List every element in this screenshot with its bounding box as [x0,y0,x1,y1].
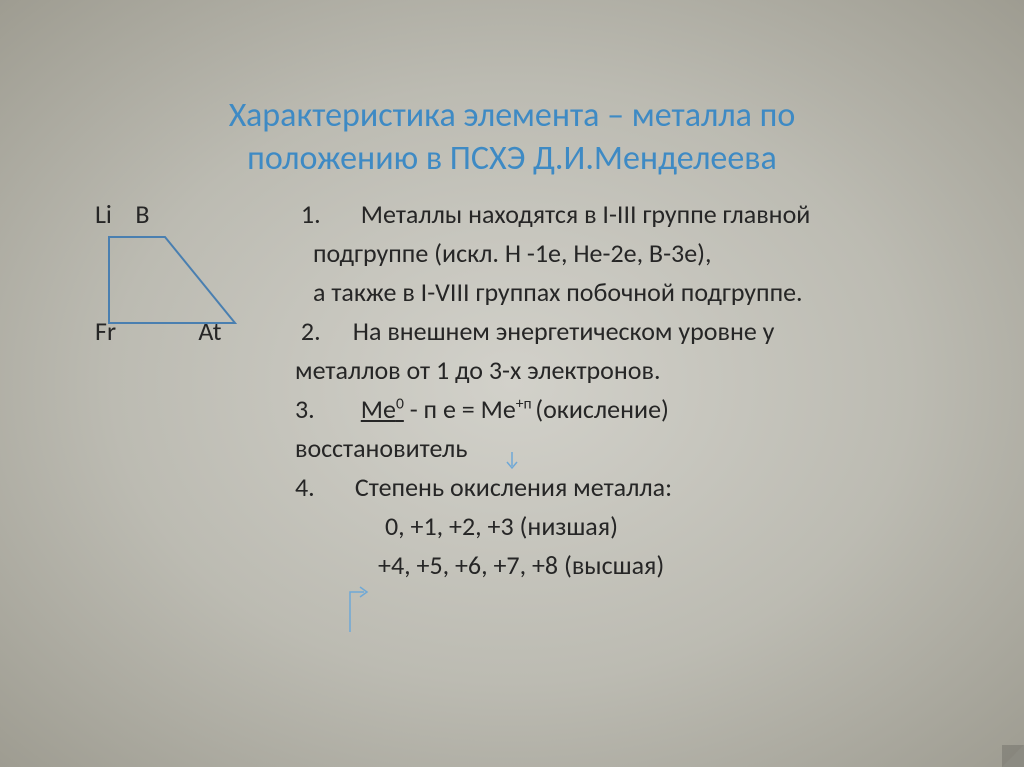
slide-title: Характеристика элемента – металла по пол… [0,95,1024,180]
item-1-text-3: а также в I-VIII группах побочной подгру… [313,276,803,308]
item-1-number: 1. [301,195,355,234]
page-flip-icon [1002,745,1024,767]
item-3-supn: +п [516,394,535,413]
item-3-end: (окисление) [535,393,669,425]
item-4-text-3: +4, +5, +6, +7, +8 (высшая) [378,549,664,581]
label-b: B [135,198,149,230]
item-3-mid: - п е = Ме [404,393,516,425]
item-4-number: 4. [295,468,349,507]
item-3-text-2: восстановитель [295,432,467,464]
body-line-9: 0, +1, +2, +3 (низшая) [95,507,965,546]
body-line-10: +4, +5, +6, +7, +8 (высшая) [95,546,965,585]
title-line-1: Характеристика элемента – металла по [229,95,796,136]
item-3-me0: Me0 [361,393,404,425]
item-2-number: 2. [301,312,347,351]
item-4-text-1: Степень окисления металла: [355,471,672,503]
item-2-text-2: металлов от 1 до 3-х электронов. [295,354,661,386]
item-3-number: 3. [295,390,349,429]
item-4-text-2: 0, +1, +2, +3 (низшая) [385,510,618,542]
item-1-text-2: подгруппе (искл. Н -1е, Не-2е, В-3е), [313,237,712,269]
body-line-5: металлов от 1 до 3-х электронов. [95,351,965,390]
body-line-6: 3. Me0 - п е = Ме+п (окисление) [95,390,965,429]
bracket-arrow-icon [342,582,372,638]
body-line-7: восстановитель [95,429,965,468]
item-1-text-1: Металлы находятся в I-III группе главной [361,198,811,230]
body-line-1: Li B 1. Металлы находятся в I-III группе… [95,195,965,234]
title-line-2: положению в ПСХЭ Д.И.Менделеева [247,138,777,179]
label-li: Li [95,198,112,230]
trapezoid-icon [103,233,243,328]
arrow-down-icon [503,450,521,472]
diagram-top-labels: Li B [95,195,295,234]
body-line-8: 4. Степень окисления металла: [95,468,965,507]
item-2-text-1: На внешнем энергетическом уровне у [353,315,775,347]
slide: Характеристика элемента – металла по пол… [0,0,1024,767]
